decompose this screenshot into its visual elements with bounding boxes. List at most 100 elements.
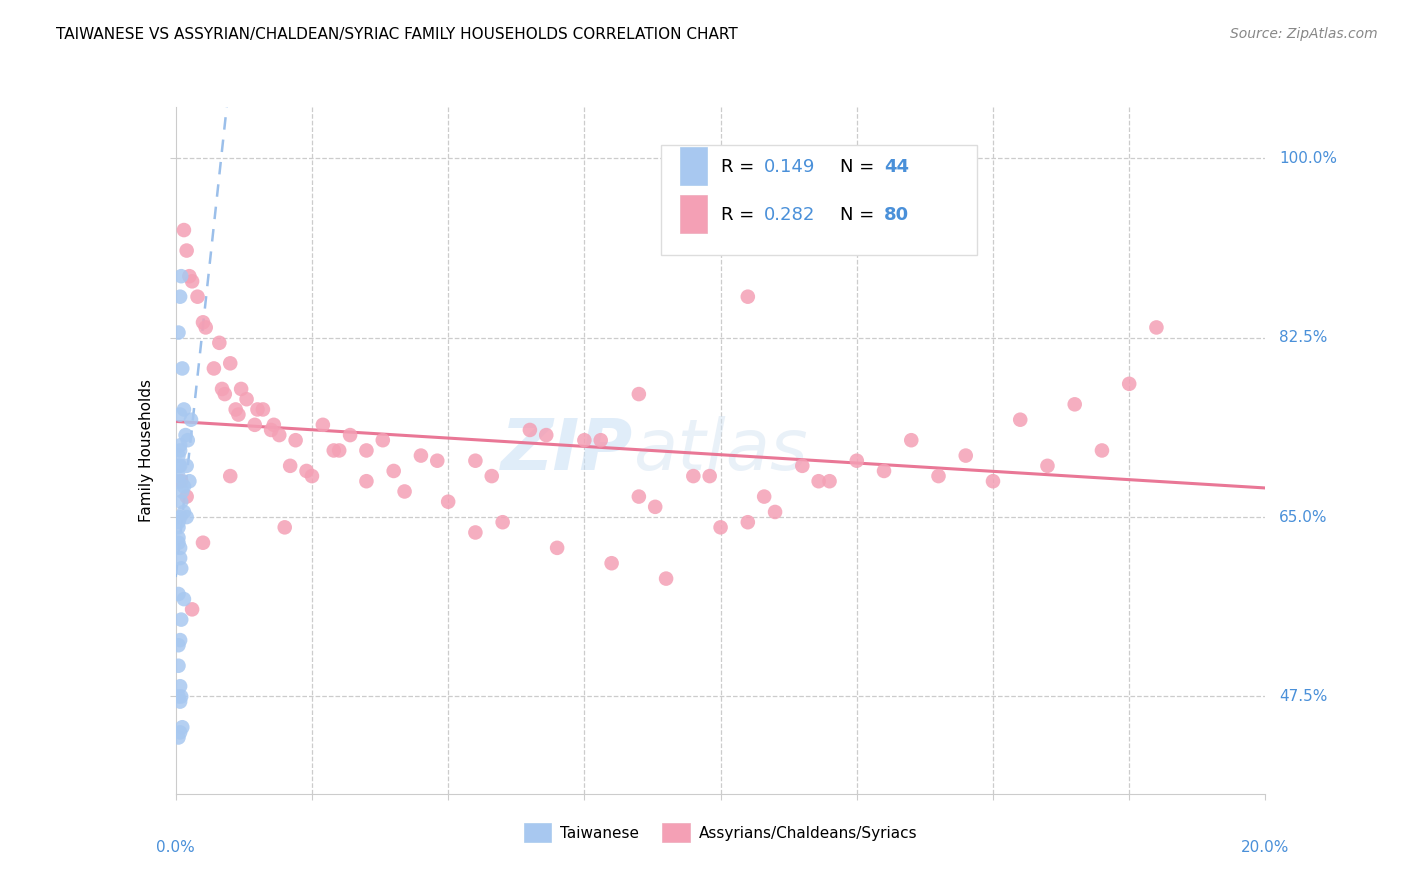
- Text: 0.149: 0.149: [765, 158, 815, 176]
- Point: [191, 315, 214, 329]
- Point: [167, 469, 190, 483]
- Point: [219, 469, 242, 483]
- Point: [170, 690, 193, 704]
- Text: 47.5%: 47.5%: [1279, 689, 1327, 704]
- Text: 0.282: 0.282: [765, 206, 815, 224]
- Point: [409, 449, 432, 463]
- Point: [169, 551, 191, 566]
- Point: [682, 469, 704, 483]
- Point: [180, 413, 202, 427]
- Point: [481, 469, 503, 483]
- Point: [737, 515, 759, 529]
- Point: [208, 335, 231, 350]
- Y-axis label: Family Households: Family Households: [139, 379, 155, 522]
- Point: [167, 731, 190, 745]
- Point: [655, 572, 678, 586]
- Text: R =: R =: [721, 158, 759, 176]
- Text: N =: N =: [841, 206, 880, 224]
- Point: [176, 244, 198, 258]
- Point: [170, 474, 193, 488]
- Point: [627, 490, 650, 504]
- FancyBboxPatch shape: [661, 145, 977, 255]
- Point: [737, 290, 759, 304]
- Point: [167, 531, 190, 545]
- Point: [179, 269, 201, 284]
- Point: [1010, 413, 1032, 427]
- Point: [169, 695, 191, 709]
- Point: [169, 725, 191, 739]
- Text: 100.0%: 100.0%: [1279, 151, 1337, 166]
- Point: [263, 417, 285, 432]
- Point: [228, 408, 250, 422]
- Point: [1036, 458, 1059, 473]
- Point: [792, 458, 814, 473]
- Point: [710, 520, 733, 534]
- Point: [186, 290, 209, 304]
- Point: [235, 392, 257, 407]
- Point: [845, 453, 868, 467]
- Point: [219, 356, 242, 370]
- FancyBboxPatch shape: [681, 147, 707, 185]
- Point: [356, 443, 378, 458]
- Point: [534, 428, 557, 442]
- Point: [928, 469, 950, 483]
- Point: [173, 479, 195, 493]
- Point: [172, 720, 194, 734]
- Point: [167, 658, 190, 673]
- Point: [356, 474, 378, 488]
- Point: [246, 402, 269, 417]
- Point: [955, 449, 977, 463]
- Point: [176, 490, 198, 504]
- Point: [1091, 443, 1114, 458]
- Point: [167, 326, 190, 340]
- Point: [231, 382, 253, 396]
- Text: 82.5%: 82.5%: [1279, 330, 1327, 345]
- Point: [426, 453, 449, 467]
- Point: [214, 387, 236, 401]
- Point: [177, 434, 200, 448]
- Point: [169, 541, 191, 555]
- Point: [301, 469, 323, 483]
- FancyBboxPatch shape: [681, 195, 707, 233]
- Point: [167, 587, 190, 601]
- Point: [170, 494, 193, 508]
- Point: [589, 434, 612, 448]
- Point: [818, 474, 841, 488]
- Point: [1146, 320, 1168, 334]
- Point: [278, 458, 301, 473]
- Point: [252, 402, 274, 417]
- Point: [274, 520, 297, 534]
- Point: [225, 402, 247, 417]
- Point: [1118, 376, 1140, 391]
- Point: [437, 494, 460, 508]
- Point: [173, 592, 195, 607]
- Point: [167, 690, 190, 704]
- Point: [173, 402, 195, 417]
- Point: [174, 428, 197, 442]
- Point: [176, 458, 198, 473]
- Point: [546, 541, 568, 555]
- Point: [382, 464, 405, 478]
- Point: [167, 638, 190, 652]
- Point: [181, 602, 204, 616]
- Point: [194, 320, 217, 334]
- Point: [1063, 397, 1085, 411]
- Text: R =: R =: [721, 206, 759, 224]
- Text: atlas: atlas: [633, 416, 808, 485]
- Point: [699, 469, 721, 483]
- Point: [269, 428, 291, 442]
- Point: [492, 515, 515, 529]
- Point: [169, 408, 191, 422]
- Point: [644, 500, 666, 514]
- Point: [328, 443, 350, 458]
- Legend: Taiwanese, Assyrians/Chaldeans/Syriacs: Taiwanese, Assyrians/Chaldeans/Syriacs: [517, 817, 924, 848]
- Text: Source: ZipAtlas.com: Source: ZipAtlas.com: [1230, 27, 1378, 41]
- Point: [322, 443, 344, 458]
- Point: [167, 474, 190, 488]
- Point: [600, 556, 623, 570]
- Point: [754, 490, 776, 504]
- Point: [172, 361, 194, 376]
- Point: [211, 382, 233, 396]
- Text: 44: 44: [884, 158, 910, 176]
- Point: [873, 464, 896, 478]
